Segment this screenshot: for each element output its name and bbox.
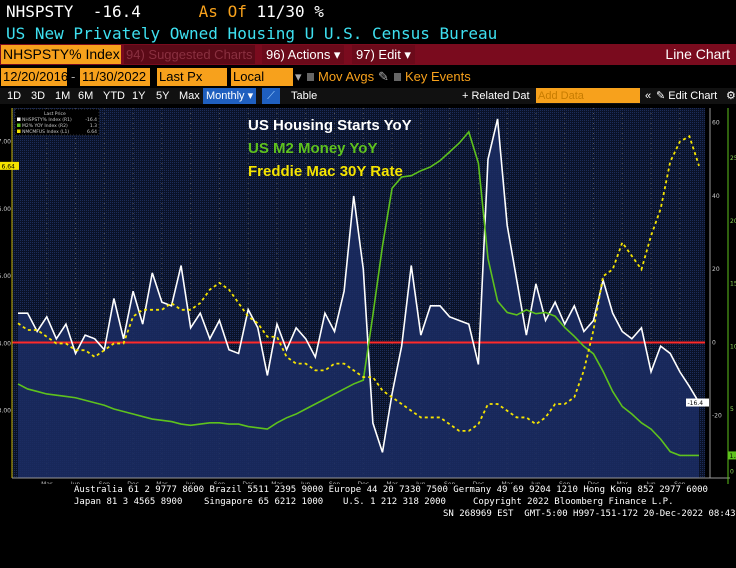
right1-tick-label: 40 xyxy=(712,193,720,200)
legend-series-value: 6.64 xyxy=(87,129,97,135)
mortgage-last-badge: 6.64 xyxy=(2,163,16,170)
housing-last-badge: -16.4 xyxy=(688,400,704,407)
right2-tick-label: 10 xyxy=(730,343,736,350)
period-toolbar: 1D 3D 1M 6M YTD 1Y 5Y Max Monthly ▾ ⟋ Ta… xyxy=(0,88,736,104)
period-3d[interactable]: 3D xyxy=(31,88,45,104)
edit-chart-label: Edit Chart xyxy=(668,90,717,102)
security-header: NHSPSTY -16.4 As Of 11/30 % xyxy=(6,2,324,21)
period-1m[interactable]: 1M xyxy=(55,88,70,104)
left-tick-label: 7.00 xyxy=(0,139,11,146)
footer-contacts-1: Australia 61 2 9777 8600 Brazil 5511 239… xyxy=(74,484,708,496)
key-events-checkbox[interactable] xyxy=(394,73,401,81)
end-date-input[interactable]: 11/30/2022 xyxy=(80,68,150,86)
mov-avgs-label[interactable]: Mov Avgs xyxy=(318,68,374,86)
last-price: -16.4 xyxy=(93,2,141,21)
period-5y[interactable]: 5Y xyxy=(156,88,169,104)
currency-dropdown-icon[interactable]: ▾ xyxy=(295,68,302,86)
pencil-icon[interactable]: ✎ xyxy=(378,68,389,86)
chart-type-label: Line Chart xyxy=(665,45,730,64)
chart-title-3: Freddie Mac 30Y Rate xyxy=(248,163,403,180)
left-tick-label: 5.00 xyxy=(0,273,11,280)
security-input[interactable]: NHSPSTY% Index xyxy=(1,45,121,64)
footer-us: U.S. 1 212 318 2000 xyxy=(343,496,446,508)
right2-tick-label: 15 xyxy=(730,281,736,288)
m2-last-badge: 1.3 xyxy=(730,453,736,460)
right1-tick-label: -20 xyxy=(712,413,722,420)
related-data-button[interactable]: + Related Dat xyxy=(462,88,530,104)
price-field-select[interactable]: Last Px xyxy=(157,68,227,86)
right1-tick-label: 0 xyxy=(712,339,716,346)
left-tick-label: 4.00 xyxy=(0,340,11,347)
left-tick-label: 3.00 xyxy=(0,408,11,415)
legend-series-value: -16.4 xyxy=(85,117,97,123)
period-6m[interactable]: 6M xyxy=(78,88,93,104)
right2-tick-label: 0 xyxy=(730,469,734,476)
legend-series-value: 1.3 xyxy=(90,123,97,129)
edit-menu[interactable]: 97) Edit ▾ xyxy=(352,45,415,64)
start-date-input[interactable]: 12/20/2016 xyxy=(1,68,67,86)
actions-menu[interactable]: 96) Actions ▾ xyxy=(262,45,344,64)
unit: % xyxy=(314,2,324,21)
period-1d[interactable]: 1D xyxy=(7,88,21,104)
footer-copyright: Copyright 2022 Bloomberg Finance L.P. xyxy=(473,496,673,508)
date-separator: - xyxy=(71,68,75,86)
right2-tick-label: 25 xyxy=(730,155,736,162)
right1-tick-label: 60 xyxy=(712,120,720,127)
period-max[interactable]: Max xyxy=(179,88,200,104)
period-ytd[interactable]: YTD xyxy=(103,88,125,104)
line-chart-icon[interactable]: ⟋ xyxy=(262,88,280,104)
ticker: NHSPSTY xyxy=(6,2,73,21)
line-chart: MarJunSepDecMarJunSepDecMarJunSepDecMarJ… xyxy=(0,104,736,484)
currency-select[interactable]: Local CCY xyxy=(231,68,293,86)
legend-swatch xyxy=(17,124,21,128)
as-of-date: 11/30 xyxy=(256,2,304,21)
mov-avgs-checkbox[interactable] xyxy=(307,73,314,81)
left-tick-label: 6.00 xyxy=(0,206,11,213)
legend-header: Last Price xyxy=(44,111,66,117)
right2-tick-label: 5 xyxy=(730,406,734,413)
legend-series-name: NHSPSTY% Index (R1) xyxy=(22,117,72,123)
legend-series-name: M2% YOY Index (R2) xyxy=(22,123,68,129)
legend-swatch xyxy=(17,118,21,122)
function-bar: NHSPSTY% Index 94) Suggested Charts 96) … xyxy=(0,44,736,65)
footer-japan: Japan 81 3 4565 8900 xyxy=(74,496,182,508)
suggested-charts-button[interactable]: 94) Suggested Charts xyxy=(124,45,255,64)
settings-gear-icon[interactable]: ⚙ xyxy=(726,88,736,104)
table-button[interactable]: Table xyxy=(291,88,317,104)
chart-title-2: US M2 Money YoY xyxy=(248,140,377,157)
add-data-input[interactable]: Add Data xyxy=(536,88,640,103)
key-events-label[interactable]: Key Events xyxy=(405,68,471,86)
right2-tick-label: 20 xyxy=(730,218,736,225)
as-of-label: As Of xyxy=(199,2,247,21)
footer-session: SN 268969 EST GMT-5:00 H997-151-172 20-D… xyxy=(443,508,736,520)
chart-title-1: US Housing Starts YoY xyxy=(248,117,412,134)
period-1y[interactable]: 1Y xyxy=(132,88,145,104)
security-description: US New Privately Owned Housing U U.S. Ce… xyxy=(6,24,497,43)
chart-controls: 12/20/2016 - 11/30/2022 Last Px Local CC… xyxy=(0,68,736,87)
frequency-select[interactable]: Monthly ▾ xyxy=(203,88,256,104)
footer-singapore: Singapore 65 6212 1000 xyxy=(204,496,323,508)
footer: Australia 61 2 9777 8600 Brazil 5511 239… xyxy=(0,484,736,568)
legend-swatch xyxy=(17,130,21,134)
legend-series-name: NMCMFUS Index (L1) xyxy=(22,129,69,135)
collapse-icon[interactable]: « xyxy=(645,88,651,104)
right1-tick-label: 20 xyxy=(712,266,720,273)
edit-chart-button[interactable]: ✎ Edit Chart xyxy=(656,88,717,104)
